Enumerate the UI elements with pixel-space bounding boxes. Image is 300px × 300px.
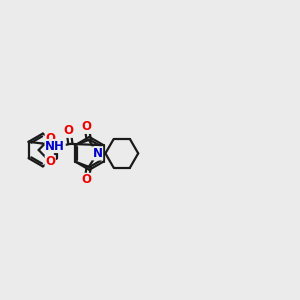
- Text: O: O: [45, 155, 55, 169]
- Text: O: O: [64, 124, 74, 137]
- Text: O: O: [45, 131, 55, 145]
- Text: O: O: [82, 173, 92, 186]
- Text: NH: NH: [45, 140, 65, 152]
- Text: N: N: [93, 147, 103, 160]
- Text: O: O: [82, 120, 92, 134]
